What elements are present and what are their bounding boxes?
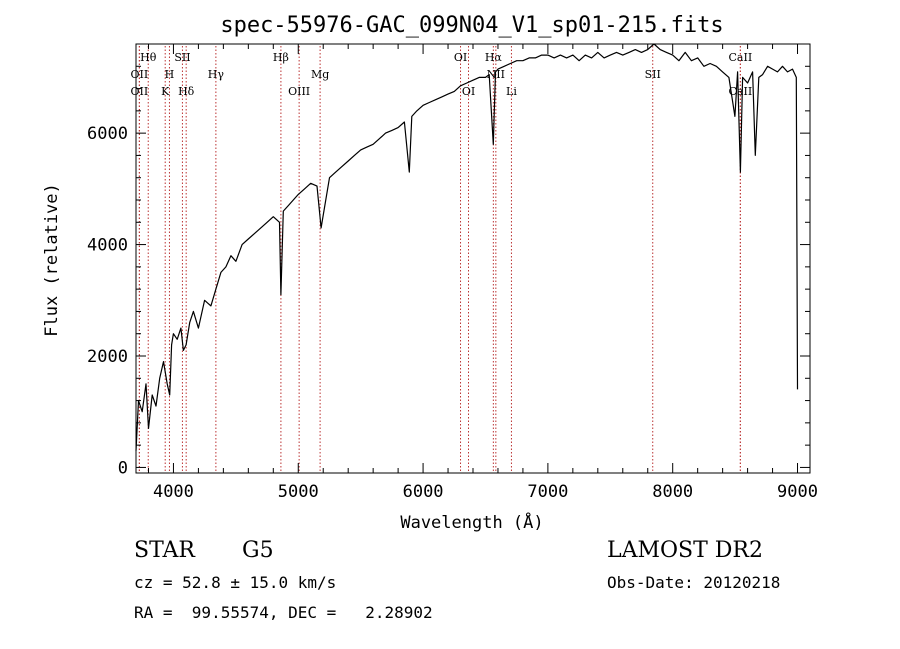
spectrum-line [135,43,799,451]
x-tick-label: 6000 [403,482,444,502]
velocity-readout: cz = 52.8 ± 15.0 km/s [134,573,337,592]
line-marker-label: Hβ [273,51,289,64]
line-marker-label: Li [506,85,517,98]
line-marker-label: Mg [311,68,329,81]
y-tick-label: 2000 [87,347,128,367]
line-marker-label: OII [131,85,149,98]
spectrum-series [135,43,799,451]
x-axis-label: Wavelength (Å) [400,511,543,533]
obs-date: Obs-Date: 20120218 [607,573,781,592]
survey-name: LAMOST DR2 [607,538,763,563]
object-class: STAR [134,538,195,563]
coordinates-readout: RA = 99.55574, DEC = 2.28902 [134,603,433,622]
y-axis-label: Flux (relative) [42,183,62,337]
line-marker-label: K [161,85,170,98]
line-markers: HθOIIOIIHKSIIHδHγHβOIIIMgOIOIHαNIILiSIIC… [131,46,753,473]
line-marker-label: CaII [729,85,753,98]
line-marker-label: OI [454,51,467,64]
line-marker-label: Hγ [208,68,225,81]
line-marker-label: Hα [485,51,503,64]
y-tick-label: 4000 [87,236,128,256]
axes: 4000 5000 6000 7000 8000 9000 0 2000 4000 6000 [87,43,818,502]
line-marker-label: SII [645,68,661,81]
chart-title: spec-55976-GAC_099N04_V1_sp01-215.fits [220,13,723,38]
x-tick-label: 8000 [652,482,693,502]
line-marker-label: SII [174,51,190,64]
x-tick-label: 4000 [153,482,194,502]
line-marker-label: Hθ [140,51,157,64]
line-marker-label: H [165,68,175,81]
y-tick-label: 6000 [87,124,128,144]
x-tick-label: 9000 [777,482,818,502]
line-marker-label: Hδ [178,85,195,98]
line-marker-label: OI [462,85,475,98]
object-subclass: G5 [242,538,274,563]
x-tick-label: 5000 [278,482,319,502]
y-tick-label: 0 [118,458,128,478]
x-tick-label: 7000 [527,482,568,502]
line-marker-label: OIII [288,85,310,98]
